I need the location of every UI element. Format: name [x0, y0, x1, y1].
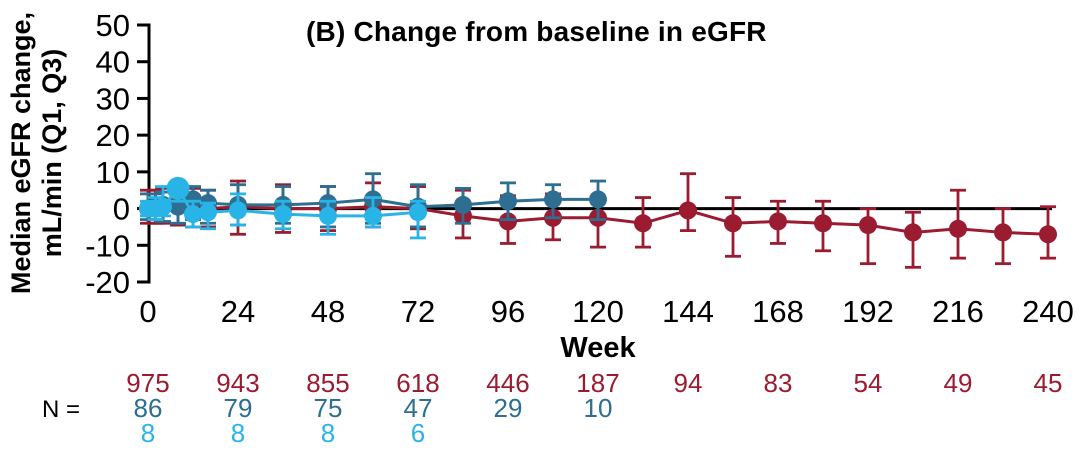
data-point — [229, 201, 247, 220]
y-axis-label: Median eGFR change, mL/min (Q1, Q3) — [6, 3, 70, 303]
n-value: 8 — [141, 418, 155, 448]
n-value: 79 — [224, 393, 253, 423]
n-equals-label: N = — [42, 396, 81, 423]
data-point — [364, 206, 382, 225]
data-point — [274, 205, 292, 224]
n-value: 975 — [126, 368, 169, 398]
data-point — [154, 197, 172, 216]
n-value: 29 — [494, 393, 523, 423]
n-value: 75 — [314, 393, 343, 423]
x-axis-label: Week — [560, 332, 636, 364]
data-point — [679, 201, 697, 220]
n-value: 47 — [404, 393, 433, 423]
n-value: 86 — [134, 393, 163, 423]
n-value: 49 — [944, 368, 973, 398]
data-point — [319, 206, 337, 225]
n-value: 8 — [321, 418, 335, 448]
y-tick-label: -20 — [85, 265, 130, 300]
n-value: 187 — [576, 368, 619, 398]
x-tick-label: 96 — [491, 294, 525, 329]
data-point — [409, 203, 427, 222]
n-value: 54 — [854, 368, 883, 398]
y-axis-label-line2: mL/min (Q1, Q3) — [37, 48, 67, 258]
y-axis-label-line1: Median eGFR change, — [6, 11, 36, 295]
n-value: 6 — [411, 418, 425, 448]
x-tick-label: 120 — [572, 294, 624, 329]
data-point — [499, 212, 517, 231]
data-point — [994, 223, 1012, 242]
data-point — [1039, 225, 1057, 244]
data-point — [634, 214, 652, 233]
x-tick-label: 216 — [932, 294, 984, 329]
x-tick-label: 24 — [221, 294, 255, 329]
n-value: 855 — [306, 368, 349, 398]
data-point — [814, 214, 832, 233]
chart-title: (B) Change from baseline in eGFR — [306, 16, 767, 47]
x-tick-label: 240 — [1022, 294, 1074, 329]
data-point — [904, 223, 922, 242]
data-point — [949, 219, 967, 238]
x-tick-label: 72 — [401, 294, 435, 329]
data-point — [199, 203, 217, 222]
data-point — [859, 216, 877, 235]
n-value: 94 — [674, 368, 703, 398]
data-point — [589, 190, 607, 209]
data-point — [544, 190, 562, 209]
n-value: 10 — [584, 393, 613, 423]
y-tick-label: 0 — [113, 192, 130, 227]
y-tick-label: 20 — [96, 118, 130, 153]
x-tick-label: 168 — [752, 294, 804, 329]
n-value: 618 — [396, 368, 439, 398]
y-tick-label: 50 — [96, 8, 130, 43]
x-tick-label: 48 — [311, 294, 345, 329]
n-value: 45 — [1034, 368, 1063, 398]
y-tick-label: 10 — [96, 155, 130, 190]
x-tick-label: 0 — [139, 294, 156, 329]
data-point — [499, 192, 517, 211]
data-point — [454, 195, 472, 214]
data-point — [769, 212, 787, 231]
n-value: 8 — [231, 418, 245, 448]
data-point — [166, 176, 190, 200]
data-point — [184, 205, 202, 224]
x-tick-label: 192 — [842, 294, 894, 329]
y-tick-label: 30 — [96, 81, 130, 116]
y-tick-label: 40 — [96, 45, 130, 80]
n-value: 943 — [216, 368, 259, 398]
y-tick-label: -10 — [85, 228, 130, 263]
n-value: 446 — [486, 368, 529, 398]
data-point — [724, 214, 742, 233]
n-value: 83 — [764, 368, 793, 398]
x-tick-label: 144 — [662, 294, 714, 329]
